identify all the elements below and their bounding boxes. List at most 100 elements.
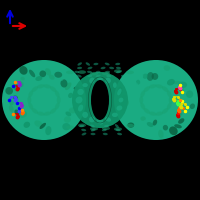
Ellipse shape bbox=[29, 70, 35, 77]
Ellipse shape bbox=[120, 106, 126, 111]
Ellipse shape bbox=[149, 112, 156, 116]
Ellipse shape bbox=[13, 83, 20, 91]
Ellipse shape bbox=[101, 67, 106, 69]
Ellipse shape bbox=[54, 72, 62, 78]
Ellipse shape bbox=[62, 123, 70, 130]
Ellipse shape bbox=[105, 78, 111, 84]
Ellipse shape bbox=[77, 75, 82, 77]
Ellipse shape bbox=[66, 100, 74, 109]
Ellipse shape bbox=[35, 76, 42, 81]
Ellipse shape bbox=[153, 120, 157, 126]
Ellipse shape bbox=[131, 82, 138, 88]
Ellipse shape bbox=[126, 71, 134, 74]
Ellipse shape bbox=[121, 98, 129, 107]
Ellipse shape bbox=[114, 127, 122, 131]
Ellipse shape bbox=[91, 80, 109, 120]
Ellipse shape bbox=[114, 60, 198, 140]
Ellipse shape bbox=[96, 75, 101, 77]
Ellipse shape bbox=[147, 72, 154, 81]
Ellipse shape bbox=[116, 71, 121, 73]
Ellipse shape bbox=[121, 75, 126, 77]
Ellipse shape bbox=[32, 86, 38, 92]
Ellipse shape bbox=[87, 75, 92, 77]
Ellipse shape bbox=[59, 77, 64, 81]
Ellipse shape bbox=[13, 95, 18, 100]
Ellipse shape bbox=[167, 79, 175, 85]
Ellipse shape bbox=[113, 82, 117, 88]
Ellipse shape bbox=[178, 112, 183, 116]
Ellipse shape bbox=[114, 69, 122, 73]
Ellipse shape bbox=[44, 84, 51, 88]
Ellipse shape bbox=[156, 112, 163, 116]
Ellipse shape bbox=[123, 118, 130, 123]
Ellipse shape bbox=[97, 118, 103, 124]
Ellipse shape bbox=[55, 90, 60, 97]
Ellipse shape bbox=[178, 82, 187, 88]
Ellipse shape bbox=[135, 72, 143, 80]
Ellipse shape bbox=[116, 67, 121, 69]
Ellipse shape bbox=[178, 118, 184, 124]
Ellipse shape bbox=[112, 113, 118, 117]
Ellipse shape bbox=[102, 129, 107, 131]
Ellipse shape bbox=[55, 103, 60, 110]
Ellipse shape bbox=[102, 127, 110, 130]
Ellipse shape bbox=[147, 122, 153, 127]
Ellipse shape bbox=[66, 125, 74, 129]
Ellipse shape bbox=[76, 97, 82, 103]
Ellipse shape bbox=[121, 83, 128, 89]
Ellipse shape bbox=[50, 86, 56, 92]
Ellipse shape bbox=[186, 90, 193, 98]
Ellipse shape bbox=[109, 67, 114, 69]
Ellipse shape bbox=[93, 63, 98, 65]
Ellipse shape bbox=[78, 70, 86, 74]
Ellipse shape bbox=[90, 127, 98, 131]
Ellipse shape bbox=[81, 129, 86, 131]
Ellipse shape bbox=[174, 124, 182, 128]
Ellipse shape bbox=[24, 122, 30, 128]
Ellipse shape bbox=[88, 67, 92, 69]
Ellipse shape bbox=[162, 108, 168, 114]
Ellipse shape bbox=[89, 78, 95, 84]
Ellipse shape bbox=[119, 98, 123, 102]
Ellipse shape bbox=[20, 77, 25, 81]
Ellipse shape bbox=[77, 67, 82, 69]
Ellipse shape bbox=[152, 73, 158, 80]
Ellipse shape bbox=[77, 62, 82, 66]
Ellipse shape bbox=[117, 89, 122, 95]
Ellipse shape bbox=[65, 111, 71, 116]
Ellipse shape bbox=[69, 107, 76, 113]
Ellipse shape bbox=[72, 72, 128, 128]
Ellipse shape bbox=[19, 81, 24, 87]
Ellipse shape bbox=[136, 80, 140, 85]
Ellipse shape bbox=[164, 65, 170, 71]
Ellipse shape bbox=[169, 96, 173, 104]
Ellipse shape bbox=[140, 116, 146, 121]
Ellipse shape bbox=[190, 103, 195, 109]
Ellipse shape bbox=[142, 74, 148, 79]
Ellipse shape bbox=[167, 103, 172, 110]
Ellipse shape bbox=[78, 124, 86, 127]
Ellipse shape bbox=[169, 126, 178, 135]
Ellipse shape bbox=[28, 90, 33, 97]
Ellipse shape bbox=[65, 82, 71, 90]
Ellipse shape bbox=[127, 122, 134, 128]
Ellipse shape bbox=[37, 84, 44, 88]
Ellipse shape bbox=[87, 71, 92, 73]
Ellipse shape bbox=[60, 79, 67, 88]
Ellipse shape bbox=[144, 108, 150, 114]
Ellipse shape bbox=[96, 71, 100, 73]
Ellipse shape bbox=[82, 83, 88, 87]
Ellipse shape bbox=[64, 116, 71, 123]
Ellipse shape bbox=[115, 124, 119, 128]
Ellipse shape bbox=[64, 97, 72, 103]
Ellipse shape bbox=[28, 103, 33, 110]
Ellipse shape bbox=[74, 87, 80, 90]
Ellipse shape bbox=[117, 133, 122, 135]
Ellipse shape bbox=[90, 72, 98, 75]
Ellipse shape bbox=[163, 125, 168, 130]
Ellipse shape bbox=[158, 130, 164, 138]
Ellipse shape bbox=[179, 87, 184, 95]
Ellipse shape bbox=[40, 123, 46, 129]
Ellipse shape bbox=[102, 72, 110, 75]
Ellipse shape bbox=[89, 116, 95, 122]
